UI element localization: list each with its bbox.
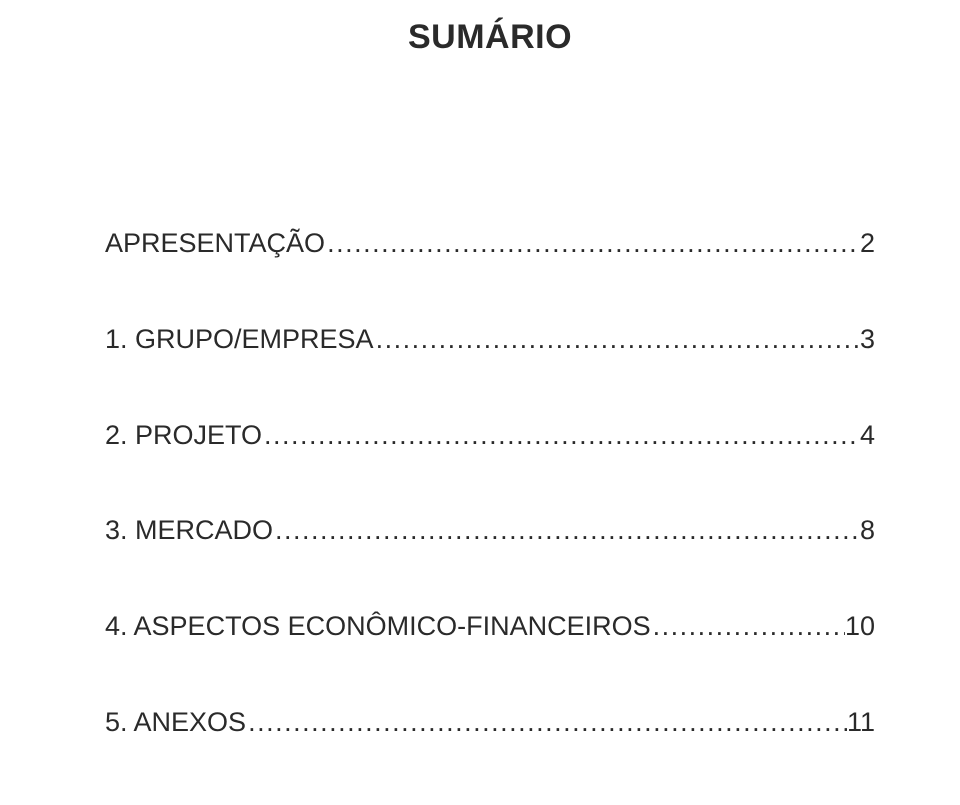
- toc-page-number: 11: [847, 706, 875, 740]
- toc-entry: 4. ASPECTOS ECONÔMICO-FINANCEIROS 10: [105, 610, 875, 644]
- toc-entry: 5. ANEXOS 11: [105, 706, 875, 740]
- toc-page-number: 10: [845, 610, 875, 644]
- toc-label: 3. MERCADO: [105, 514, 273, 548]
- table-of-contents: APRESENTAÇÃO 2 1. GRUPO/EMPRESA 3 2. PRO…: [105, 227, 875, 740]
- toc-label: 5. ANEXOS: [105, 706, 246, 740]
- dot-leader: [374, 323, 860, 357]
- toc-label: 4. ASPECTOS ECONÔMICO-FINANCEIROS: [105, 610, 651, 644]
- toc-label: 2. PROJETO: [105, 419, 262, 453]
- dot-leader: [262, 419, 860, 453]
- toc-page-number: 2: [860, 227, 875, 261]
- toc-entry: 2. PROJETO 4: [105, 419, 875, 453]
- page-title: SUMÁRIO: [105, 18, 875, 57]
- dot-leader: [325, 227, 860, 261]
- dot-leader: [651, 610, 845, 644]
- toc-entry: 1. GRUPO/EMPRESA 3: [105, 323, 875, 357]
- dot-leader: [246, 706, 847, 740]
- toc-entry: APRESENTAÇÃO 2: [105, 227, 875, 261]
- toc-page-number: 3: [860, 323, 875, 357]
- dot-leader: [273, 514, 860, 548]
- toc-page-number: 8: [860, 514, 875, 548]
- toc-entry: 3. MERCADO 8: [105, 514, 875, 548]
- toc-label: APRESENTAÇÃO: [105, 227, 325, 261]
- toc-label: 1. GRUPO/EMPRESA: [105, 323, 374, 357]
- toc-page-number: 4: [860, 419, 875, 453]
